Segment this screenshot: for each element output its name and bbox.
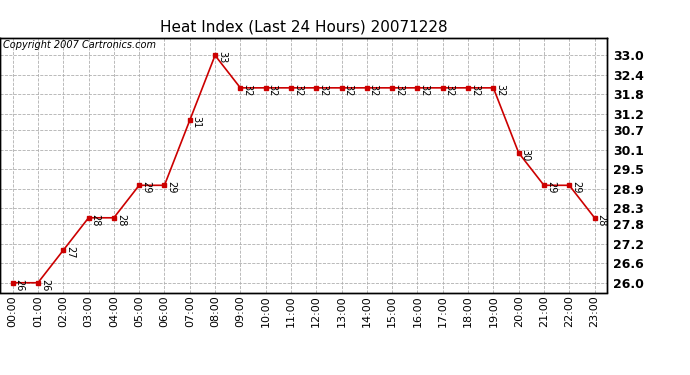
Text: 32: 32 [242, 84, 253, 96]
Text: 29: 29 [141, 181, 151, 194]
Text: 32: 32 [495, 84, 505, 96]
Text: 32: 32 [268, 84, 277, 96]
Text: 27: 27 [65, 246, 75, 259]
Text: 29: 29 [166, 181, 177, 194]
Text: 31: 31 [192, 116, 201, 128]
Text: 26: 26 [40, 279, 50, 291]
Text: 32: 32 [420, 84, 429, 96]
Text: 33: 33 [217, 51, 227, 63]
Text: 32: 32 [344, 84, 353, 96]
Text: 30: 30 [520, 148, 531, 161]
Text: 29: 29 [546, 181, 556, 194]
Text: 28: 28 [596, 214, 607, 226]
Text: 32: 32 [470, 84, 480, 96]
Text: 28: 28 [116, 214, 126, 226]
Text: 28: 28 [90, 214, 101, 226]
Text: 32: 32 [293, 84, 303, 96]
Text: 32: 32 [368, 84, 379, 96]
Text: 29: 29 [571, 181, 581, 194]
Text: 26: 26 [14, 279, 25, 291]
Title: Heat Index (Last 24 Hours) 20071228: Heat Index (Last 24 Hours) 20071228 [160, 20, 447, 35]
Text: 32: 32 [394, 84, 404, 96]
Text: 32: 32 [444, 84, 455, 96]
Text: Copyright 2007 Cartronics.com: Copyright 2007 Cartronics.com [3, 40, 156, 50]
Text: 32: 32 [318, 84, 328, 96]
